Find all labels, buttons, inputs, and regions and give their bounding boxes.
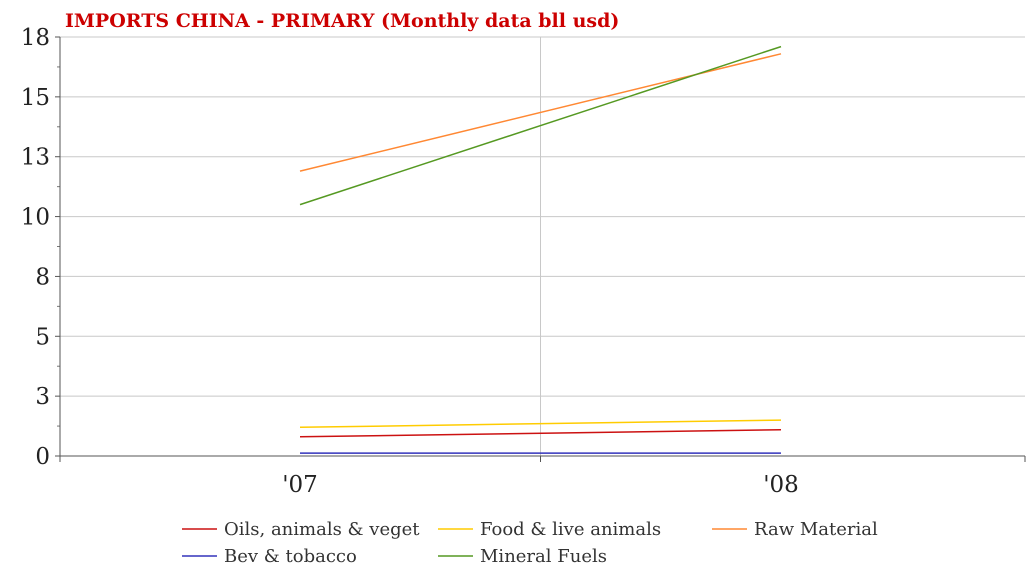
legend-label: Food & live animals bbox=[480, 519, 661, 540]
legend-item: Mineral Fuels bbox=[438, 546, 607, 567]
y-tick-label: 3 bbox=[35, 384, 50, 410]
series-line bbox=[299, 419, 782, 429]
x-tick-label: '08 bbox=[763, 472, 799, 498]
x-tick-label: '07 bbox=[282, 472, 318, 498]
legend-item: Raw Material bbox=[712, 519, 878, 540]
legend-label: Oils, animals & veget bbox=[224, 519, 420, 540]
y-tick-label: 13 bbox=[21, 145, 50, 171]
series-line bbox=[299, 428, 782, 438]
legend-item: Bev & tobacco bbox=[182, 546, 357, 567]
y-tick-label: 0 bbox=[35, 444, 50, 470]
legend-label: Mineral Fuels bbox=[480, 546, 607, 567]
y-tick-label: 15 bbox=[21, 85, 50, 111]
chart-title: IMPORTS CHINA - PRIMARY (Monthly data bl… bbox=[65, 10, 619, 32]
series-line bbox=[299, 45, 782, 206]
series-lines bbox=[299, 45, 782, 454]
y-tick-label: 18 bbox=[21, 25, 50, 51]
y-tick-label: 5 bbox=[35, 324, 50, 350]
legend-label: Bev & tobacco bbox=[224, 546, 357, 567]
legend: Oils, animals & veget Food & live animals… bbox=[182, 519, 878, 567]
grid bbox=[60, 36, 1025, 456]
legend-item: Oils, animals & veget bbox=[182, 519, 420, 540]
legend-item: Food & live animals bbox=[438, 519, 661, 540]
x-axis-ticks: '07 '08 bbox=[282, 472, 799, 498]
y-tick-label: 10 bbox=[21, 205, 50, 231]
axes bbox=[55, 36, 1026, 462]
y-tick-label: 8 bbox=[35, 264, 50, 290]
y-axis-ticks: 0 3 5 8 10 13 15 18 bbox=[21, 25, 50, 470]
legend-label: Raw Material bbox=[754, 519, 878, 540]
